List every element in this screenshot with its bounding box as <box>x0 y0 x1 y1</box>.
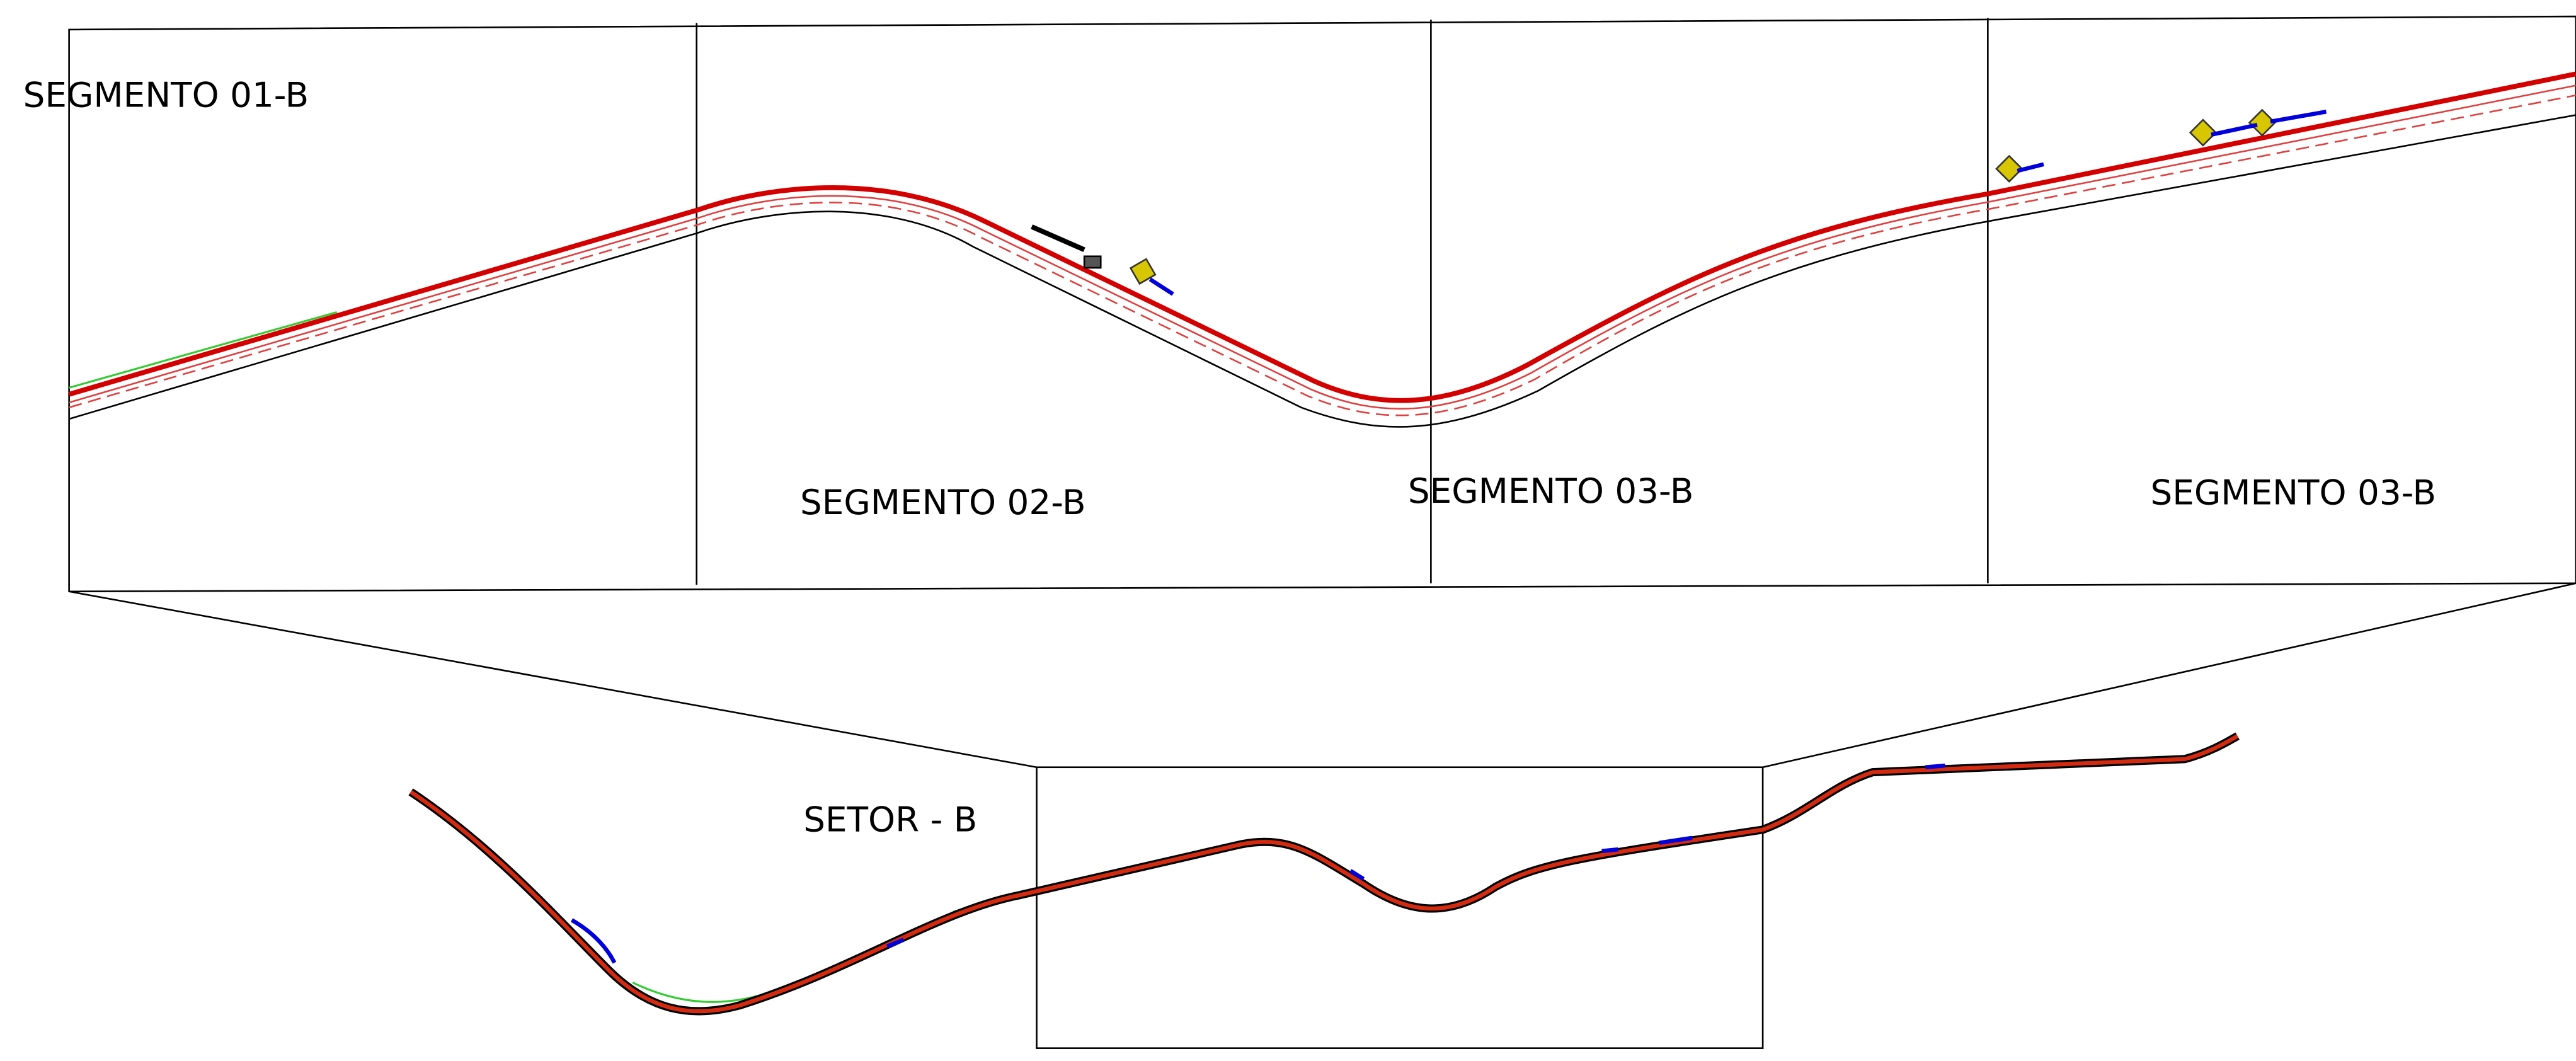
object <box>1083 255 1102 269</box>
road-shoulder <box>69 114 2576 428</box>
road <box>409 734 2239 1014</box>
sign-line <box>2211 110 2327 137</box>
road-outline <box>408 732 2240 1016</box>
segment-label: SEGMENTO 03-B <box>1408 471 1694 511</box>
road-center <box>69 94 2576 416</box>
green-edge <box>69 311 338 389</box>
sector-label: SETOR - B <box>803 799 977 839</box>
road-lane <box>69 84 2576 410</box>
sign <box>1129 258 1157 285</box>
sign-line <box>886 763 1945 949</box>
sign-line <box>2017 162 2044 173</box>
sign <box>2248 108 2276 137</box>
zoom-rect <box>1036 766 1764 1049</box>
road-detail <box>68 71 2576 428</box>
zoom-line <box>69 590 1037 769</box>
object <box>1031 224 1085 252</box>
road-edge <box>68 71 2576 403</box>
sign-line <box>1148 277 1174 296</box>
zoom-line <box>1762 582 2576 769</box>
sign <box>1995 154 2024 183</box>
segment-label: SEGMENTO 03-B <box>2150 473 2436 513</box>
road-overview <box>408 732 2240 1016</box>
segment-label: SEGMENTO 02-B <box>800 482 1086 522</box>
segment-label: SEGMENTO 01-B <box>23 74 309 115</box>
sign <box>2189 118 2218 147</box>
sign-line <box>570 918 617 964</box>
